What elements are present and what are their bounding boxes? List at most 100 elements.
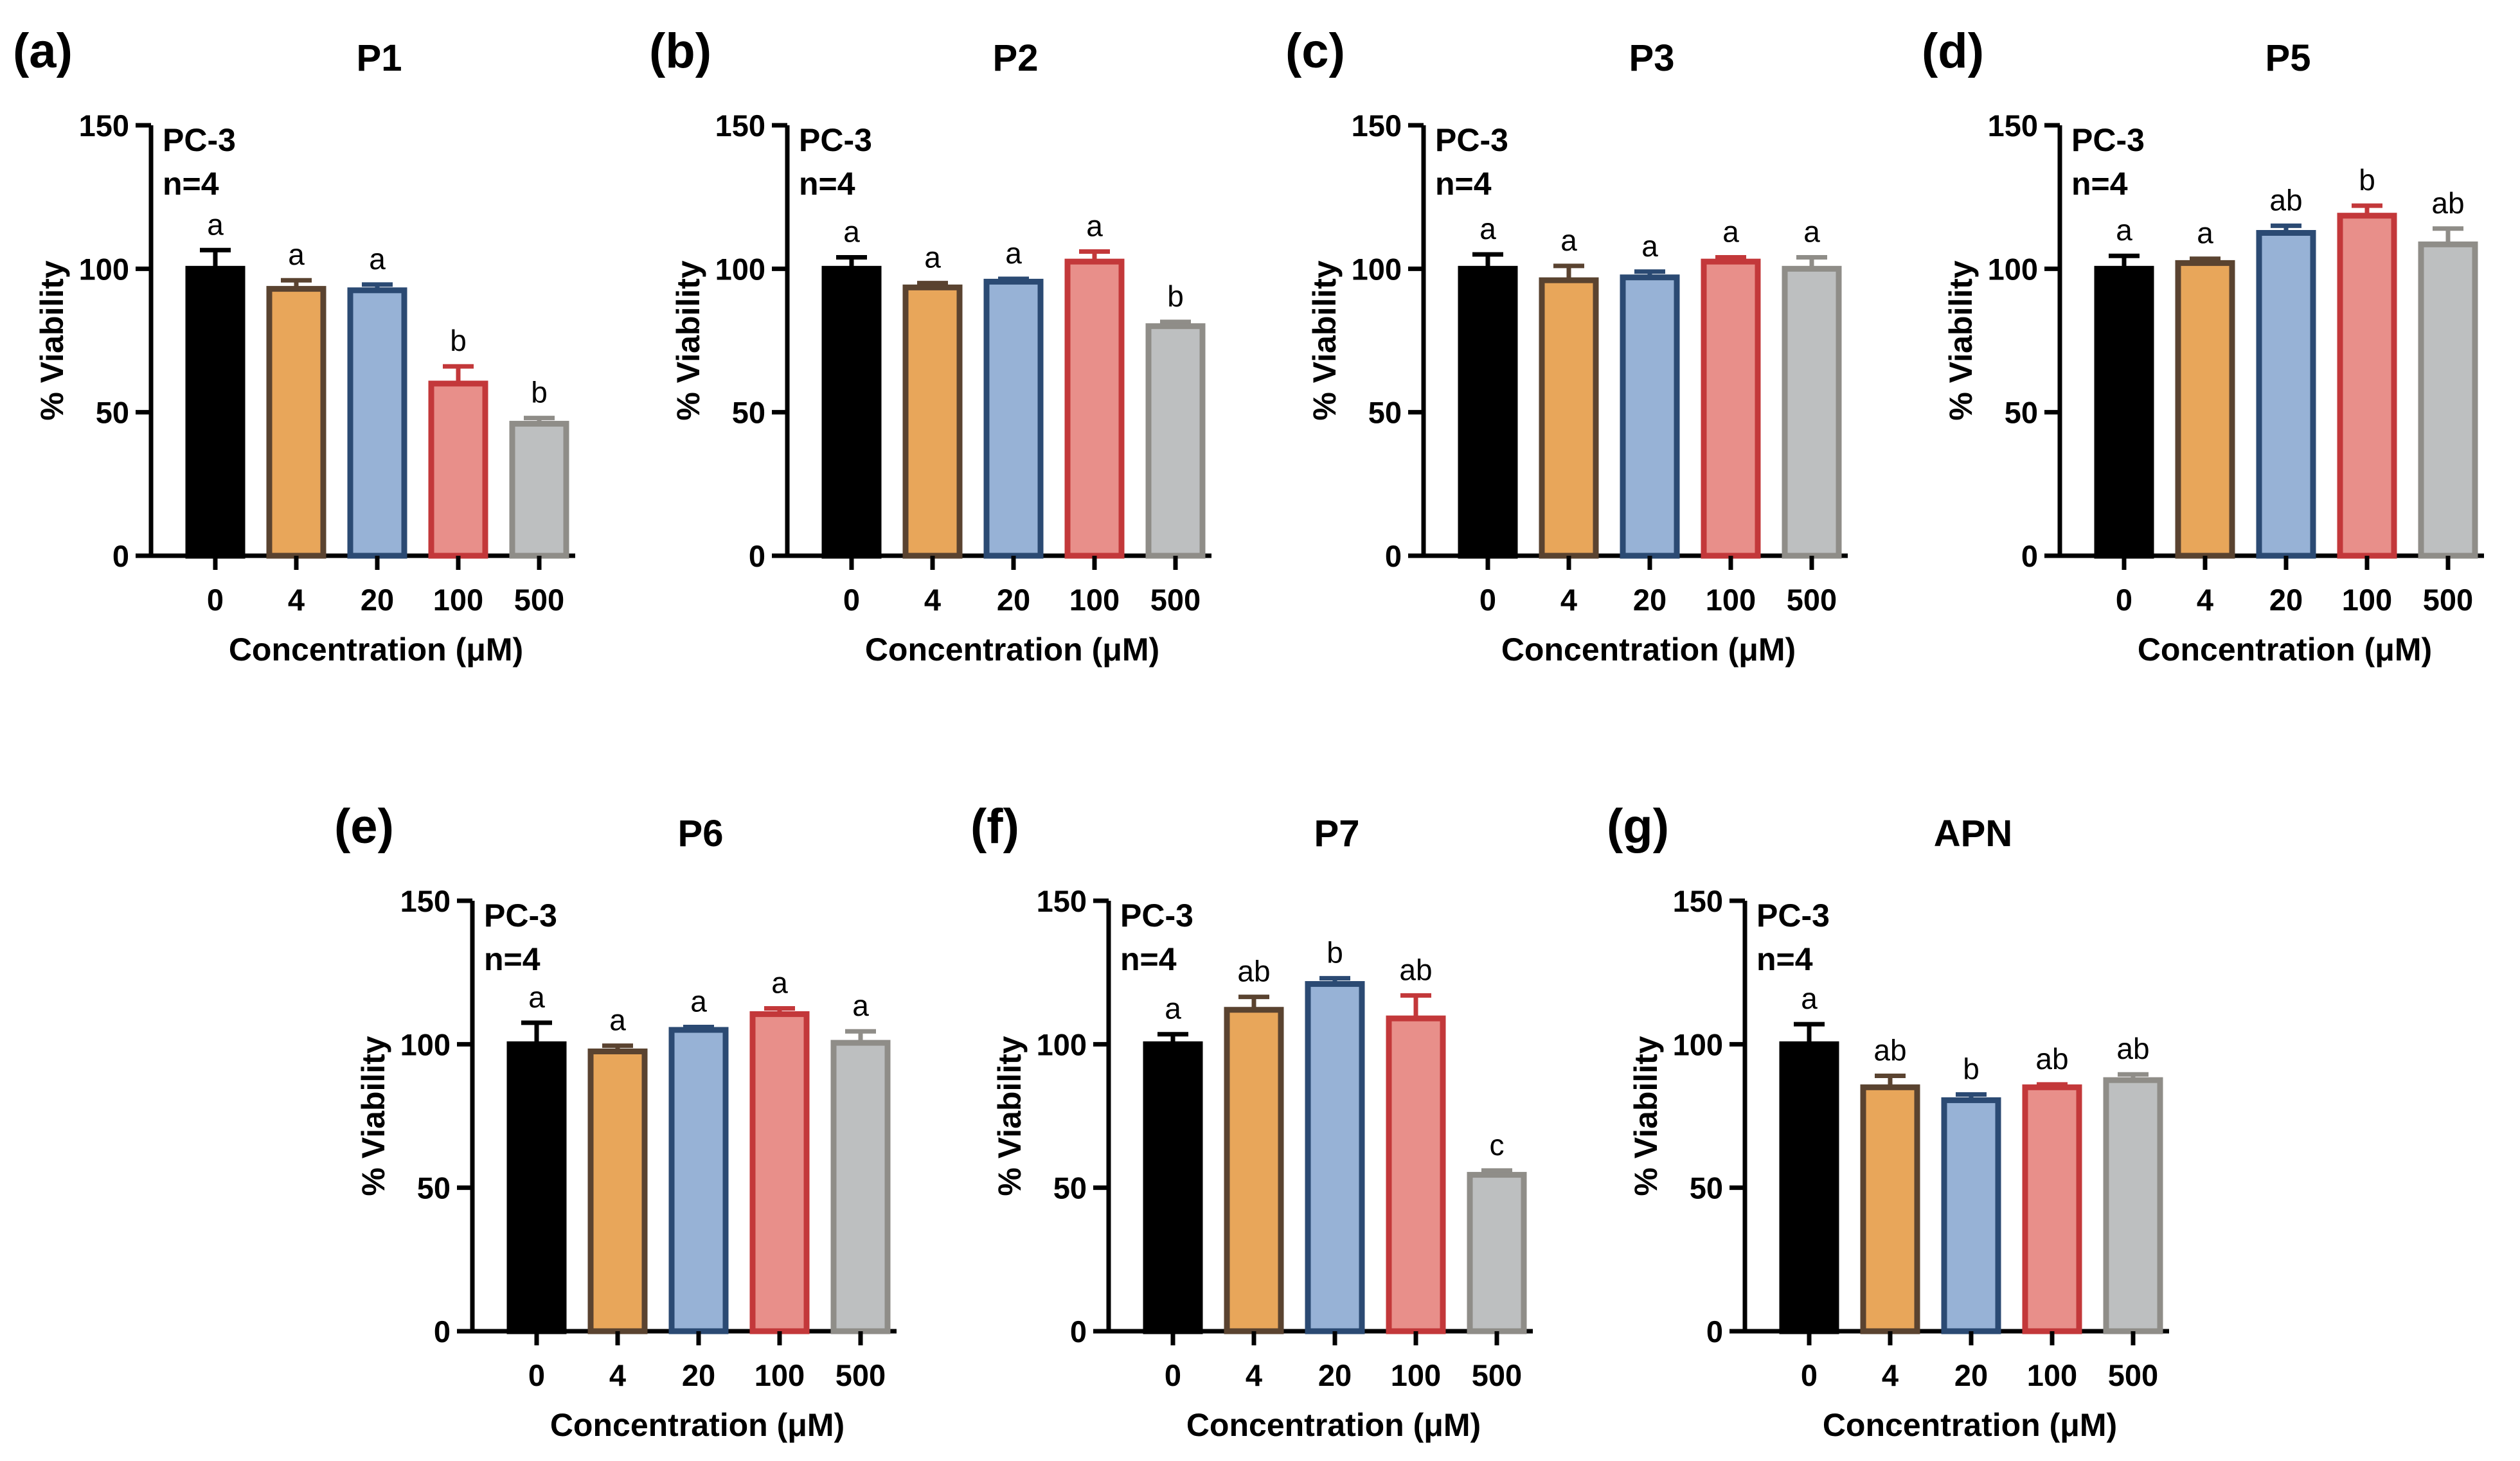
bar-100 bbox=[1064, 258, 1125, 559]
chart-panel-3: (c) P3 0 50 100 150 % Viability PC-3 n=4 a 0 a 4 a 20 a… bbox=[1285, 24, 1848, 668]
significance-label: a bbox=[1479, 212, 1496, 245]
bar-20 bbox=[347, 287, 407, 559]
significance-label: a bbox=[924, 241, 941, 274]
bar-20 bbox=[983, 278, 1044, 559]
y-tick-label: 0 bbox=[1385, 539, 1402, 573]
bar-500 bbox=[1145, 323, 1206, 559]
x-tick-label: 500 bbox=[514, 583, 564, 617]
y-tick-label: 50 bbox=[1690, 1171, 1723, 1205]
y-tick-label: 150 bbox=[1673, 884, 1723, 918]
bar-0 bbox=[1143, 1041, 1203, 1334]
significance-label: a bbox=[843, 215, 860, 248]
significance-label: b bbox=[1963, 1052, 1979, 1086]
significance-label: a bbox=[1803, 215, 1820, 248]
significance-label: b bbox=[1327, 936, 1343, 970]
bar-0 bbox=[1779, 1041, 1839, 1334]
sample-annotation: n=4 bbox=[484, 941, 541, 977]
significance-label: ab bbox=[2116, 1032, 2149, 1065]
significance-label: a bbox=[528, 980, 545, 1014]
x-tick-label: 4 bbox=[1246, 1358, 1262, 1392]
significance-label: a bbox=[1086, 209, 1103, 243]
bar-20 bbox=[668, 1027, 729, 1334]
bar-100 bbox=[2022, 1084, 2082, 1334]
y-tick-label: 150 bbox=[715, 109, 765, 143]
x-axis-label: Concentration (μM) bbox=[1501, 632, 1796, 668]
x-tick-label: 500 bbox=[1472, 1358, 1522, 1392]
y-tick-label: 0 bbox=[1070, 1315, 1087, 1349]
x-tick-label: 0 bbox=[1479, 583, 1496, 617]
y-tick-label: 150 bbox=[1037, 884, 1087, 918]
sample-annotation: n=4 bbox=[1756, 941, 1813, 977]
sample-annotation: n=4 bbox=[2071, 166, 2128, 202]
y-tick-label: 0 bbox=[749, 539, 765, 573]
x-tick-label: 20 bbox=[1318, 1358, 1352, 1392]
x-tick-label: 100 bbox=[2027, 1358, 2077, 1392]
chart-title: APN bbox=[1934, 813, 2012, 854]
x-tick-label: 20 bbox=[361, 583, 394, 617]
bar-4 bbox=[1539, 277, 1599, 559]
significance-label: a bbox=[2116, 213, 2132, 247]
bar-4 bbox=[1860, 1084, 1920, 1334]
panel-letter: (a) bbox=[13, 24, 73, 78]
sample-annotation: PC-3 bbox=[1756, 898, 1830, 934]
x-tick-label: 500 bbox=[2423, 583, 2473, 617]
x-tick-label: 100 bbox=[1391, 1358, 1441, 1392]
x-tick-label: 500 bbox=[836, 1358, 886, 1392]
bar-0 bbox=[821, 265, 882, 559]
y-axis-label: % Viability bbox=[1628, 1036, 1664, 1196]
significance-label: b bbox=[2359, 163, 2375, 197]
panel-letter: (b) bbox=[649, 24, 711, 78]
significance-label: ab bbox=[2035, 1042, 2068, 1076]
bar-0 bbox=[185, 265, 246, 559]
y-tick-label: 50 bbox=[732, 396, 765, 430]
y-tick-label: 50 bbox=[96, 396, 129, 430]
y-tick-label: 100 bbox=[715, 252, 765, 286]
y-axis-label: % Viability bbox=[992, 1036, 1028, 1196]
x-tick-label: 100 bbox=[433, 583, 483, 617]
y-axis-label: % Viability bbox=[670, 260, 706, 420]
significance-label: a bbox=[288, 238, 305, 271]
y-axis-label: % Viability bbox=[1943, 260, 1979, 420]
bar-20 bbox=[1941, 1097, 2001, 1334]
bar-4 bbox=[2175, 260, 2235, 559]
significance-label: b bbox=[450, 324, 467, 357]
x-tick-label: 20 bbox=[1954, 1358, 1988, 1392]
sample-annotation: PC-3 bbox=[484, 898, 557, 934]
significance-label: a bbox=[2197, 217, 2213, 250]
sample-annotation: n=4 bbox=[163, 166, 219, 202]
chart-panel-7: (g) APN 0 50 100 150 % Viability PC-3 n=4 a 0 ab 4 b 2… bbox=[1607, 799, 2169, 1443]
y-tick-label: 50 bbox=[2005, 396, 2038, 430]
significance-label: a bbox=[609, 1004, 626, 1037]
x-axis-label: Concentration (μM) bbox=[865, 632, 1159, 668]
x-tick-label: 100 bbox=[755, 1358, 805, 1392]
panel-letter: (f) bbox=[970, 799, 1019, 854]
chart-title: P7 bbox=[1314, 813, 1360, 854]
x-tick-label: 4 bbox=[924, 583, 941, 617]
panel-letter: (c) bbox=[1285, 24, 1345, 78]
y-tick-label: 150 bbox=[1988, 109, 2038, 143]
x-axis-label: Concentration (μM) bbox=[1823, 1407, 2117, 1443]
x-tick-label: 4 bbox=[2197, 583, 2213, 617]
significance-label: a bbox=[771, 966, 788, 1000]
significance-label: a bbox=[1641, 229, 1658, 263]
bar-100 bbox=[428, 380, 488, 559]
sample-annotation: PC-3 bbox=[163, 122, 236, 158]
significance-label: a bbox=[1165, 992, 1181, 1025]
y-tick-label: 50 bbox=[1053, 1171, 1087, 1205]
y-axis-label: % Viability bbox=[34, 260, 70, 420]
bar-100 bbox=[1386, 1015, 1446, 1334]
y-tick-label: 150 bbox=[79, 109, 129, 143]
x-tick-label: 4 bbox=[609, 1358, 626, 1392]
y-tick-label: 0 bbox=[1706, 1315, 1723, 1349]
x-tick-label: 100 bbox=[2342, 583, 2392, 617]
significance-label: b bbox=[1167, 279, 1184, 313]
significance-label: a bbox=[852, 989, 869, 1022]
significance-label: a bbox=[369, 242, 386, 276]
significance-label: c bbox=[1490, 1128, 1505, 1162]
x-axis-label: Concentration (μM) bbox=[229, 632, 523, 668]
x-tick-label: 4 bbox=[1560, 583, 1577, 617]
bar-4 bbox=[1224, 1007, 1284, 1334]
chart-panel-1: (a) P1 0 50 100 150 % Viability PC-3 n=4 a 0 a 4 a 20 b… bbox=[13, 24, 575, 668]
x-axis-label: Concentration (μM) bbox=[1186, 1407, 1481, 1443]
